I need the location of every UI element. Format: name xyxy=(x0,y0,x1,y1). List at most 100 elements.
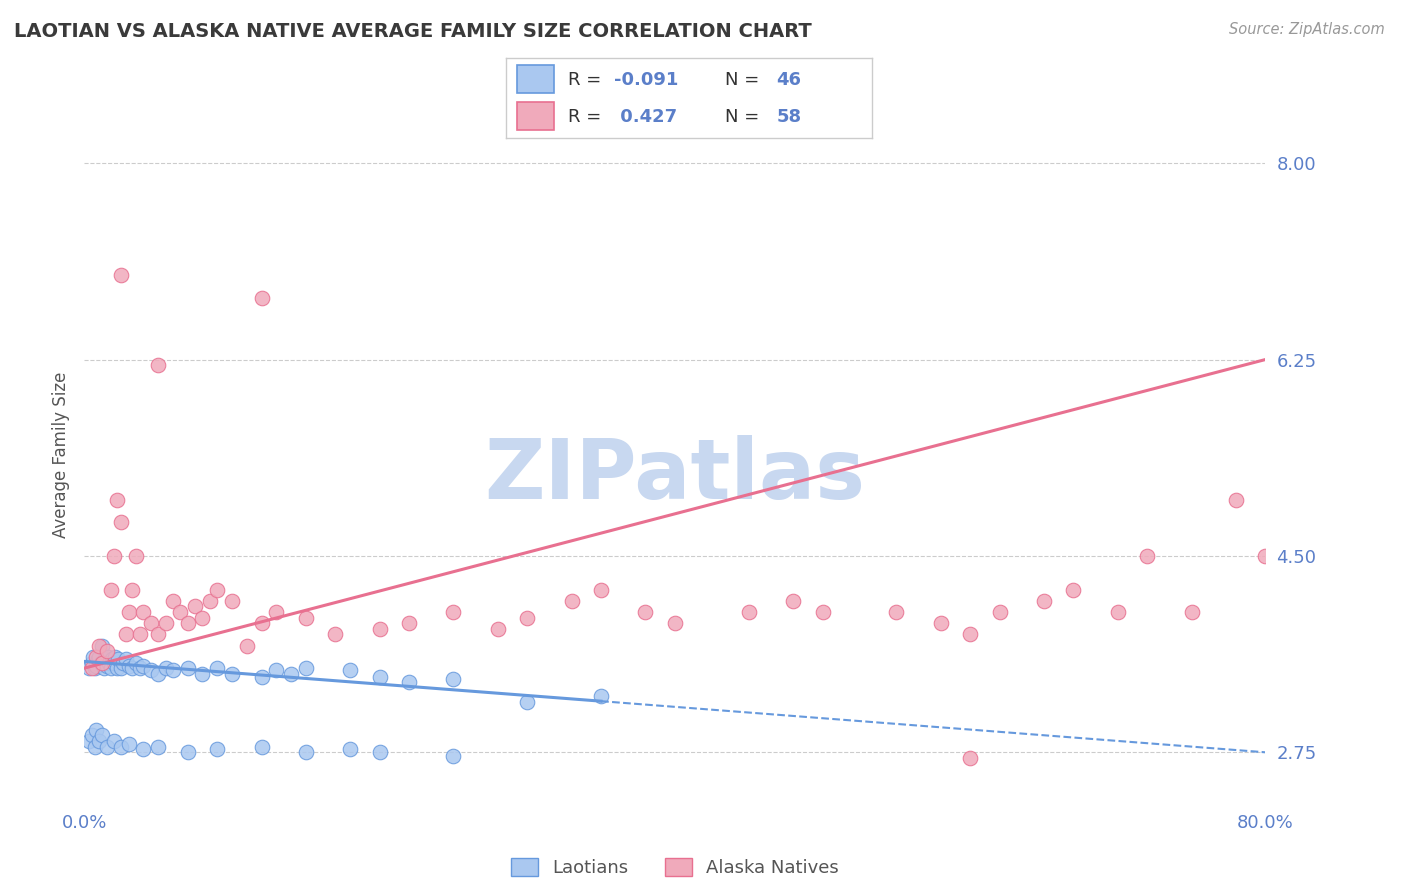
Point xyxy=(486,622,509,636)
Point xyxy=(83,739,105,754)
Text: ZIPatlas: ZIPatlas xyxy=(485,435,865,516)
Point xyxy=(207,661,229,675)
Point xyxy=(132,742,155,756)
Point xyxy=(236,639,259,653)
Point xyxy=(139,664,162,678)
Point xyxy=(104,649,127,664)
Point xyxy=(96,739,118,754)
Point xyxy=(111,656,134,670)
Point xyxy=(664,616,686,631)
Point xyxy=(114,652,136,666)
Bar xyxy=(517,65,554,94)
Point xyxy=(1181,605,1204,619)
Point xyxy=(295,661,318,675)
Point xyxy=(132,659,155,673)
Point xyxy=(339,664,361,678)
Point xyxy=(398,674,420,689)
Text: N =: N = xyxy=(725,70,765,88)
Legend: Laotians, Alaska Natives: Laotians, Alaska Natives xyxy=(510,858,839,877)
Point xyxy=(443,748,465,763)
Point xyxy=(221,666,243,681)
Text: 46: 46 xyxy=(776,70,801,88)
Point xyxy=(80,656,103,670)
Point xyxy=(398,616,420,631)
Point xyxy=(80,661,103,675)
Point xyxy=(561,594,583,608)
Point xyxy=(84,649,107,664)
Text: -0.091: -0.091 xyxy=(614,70,678,88)
Point xyxy=(114,627,136,641)
Point xyxy=(118,659,141,673)
Point xyxy=(82,649,104,664)
Point xyxy=(110,661,132,675)
Point xyxy=(929,616,952,631)
Point xyxy=(100,582,122,597)
Point xyxy=(121,661,143,675)
Point xyxy=(1033,594,1056,608)
Point xyxy=(96,644,118,658)
Point xyxy=(103,549,125,563)
Point xyxy=(148,666,170,681)
Point xyxy=(516,610,538,624)
Bar xyxy=(517,103,554,130)
Point xyxy=(87,649,111,664)
Point xyxy=(93,661,115,675)
Point xyxy=(295,745,318,759)
Point xyxy=(155,661,177,675)
Point xyxy=(103,656,125,670)
Point xyxy=(207,742,229,756)
Point xyxy=(77,734,100,748)
Point xyxy=(368,745,391,759)
Text: N =: N = xyxy=(725,108,765,126)
Point xyxy=(250,616,273,631)
Point xyxy=(101,652,124,666)
Point xyxy=(1254,549,1277,563)
Point xyxy=(87,734,111,748)
Point xyxy=(443,605,465,619)
Point xyxy=(177,661,200,675)
Point xyxy=(98,656,121,670)
Point xyxy=(110,268,132,283)
Point xyxy=(221,594,243,608)
Point xyxy=(250,291,273,305)
Point xyxy=(110,739,132,754)
Point xyxy=(105,492,128,507)
Point xyxy=(198,594,221,608)
Point xyxy=(148,627,170,641)
Point xyxy=(86,652,108,666)
Point xyxy=(266,664,288,678)
Point xyxy=(959,751,981,765)
Point xyxy=(91,639,114,653)
Point xyxy=(169,605,191,619)
Point xyxy=(118,605,141,619)
Point xyxy=(103,734,125,748)
Point xyxy=(184,599,207,614)
Point xyxy=(191,666,214,681)
Point xyxy=(118,738,141,752)
Point xyxy=(177,616,200,631)
Point xyxy=(129,661,152,675)
Point xyxy=(162,594,184,608)
Point xyxy=(91,729,114,743)
Point xyxy=(121,582,143,597)
Point xyxy=(516,695,538,709)
Point xyxy=(1225,492,1247,507)
Point xyxy=(266,605,288,619)
Point xyxy=(368,670,391,684)
Point xyxy=(100,661,122,675)
Point xyxy=(191,610,214,624)
Point xyxy=(84,723,107,737)
Point xyxy=(782,594,804,608)
Point xyxy=(634,605,657,619)
Point xyxy=(811,605,834,619)
Text: R =: R = xyxy=(568,108,607,126)
Point xyxy=(591,582,613,597)
Point xyxy=(80,729,103,743)
Point xyxy=(1063,582,1085,597)
Point xyxy=(83,661,105,675)
Point xyxy=(443,673,465,687)
Point xyxy=(139,616,162,631)
Point xyxy=(125,656,148,670)
Point xyxy=(129,627,152,641)
Point xyxy=(738,605,761,619)
